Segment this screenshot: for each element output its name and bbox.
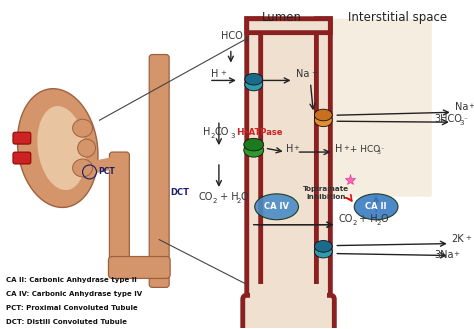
Text: Na: Na [295, 69, 309, 79]
Text: Interstitial space: Interstitial space [348, 11, 447, 24]
Text: Na: Na [455, 102, 468, 112]
FancyBboxPatch shape [109, 152, 129, 267]
Text: +: + [465, 235, 472, 240]
Text: + HCO: + HCO [347, 145, 381, 154]
FancyBboxPatch shape [328, 19, 432, 197]
Text: +: + [243, 129, 248, 134]
Text: 2K: 2K [452, 234, 465, 243]
Text: H: H [335, 144, 343, 154]
Text: CO: CO [338, 214, 353, 224]
Text: DCT: DCT [170, 188, 189, 197]
Text: ⁻: ⁻ [380, 148, 383, 153]
Text: Topiramate
Inhibition: Topiramate Inhibition [303, 186, 349, 200]
Text: + H: + H [217, 192, 238, 202]
Ellipse shape [314, 245, 332, 258]
Text: H: H [285, 144, 293, 154]
Text: 2: 2 [376, 220, 381, 226]
Ellipse shape [18, 89, 98, 208]
Text: CO: CO [215, 127, 229, 137]
FancyBboxPatch shape [247, 19, 261, 299]
Text: 3: 3 [244, 37, 248, 43]
Ellipse shape [314, 240, 332, 252]
Ellipse shape [245, 73, 263, 85]
Text: H: H [211, 69, 219, 79]
Text: CA II: Carbonic Anhydrase type II: CA II: Carbonic Anhydrase type II [6, 277, 137, 283]
Text: 3: 3 [376, 150, 380, 155]
Ellipse shape [314, 109, 332, 121]
Ellipse shape [245, 78, 263, 91]
Text: CA IV: CA IV [264, 202, 289, 211]
Text: Lumen: Lumen [262, 11, 301, 24]
Bar [250, 284, 328, 304]
Text: +: + [220, 70, 226, 76]
Text: PCT: Proximal Convoluted Tubule: PCT: Proximal Convoluted Tubule [6, 305, 138, 311]
Bar [261, 19, 317, 290]
Text: 3: 3 [231, 133, 235, 139]
Text: HCO: HCO [221, 31, 243, 41]
Text: CO: CO [199, 192, 213, 202]
Text: H: H [236, 128, 244, 137]
Ellipse shape [354, 194, 398, 220]
FancyBboxPatch shape [109, 257, 170, 278]
Text: +: + [343, 145, 349, 151]
Text: 2: 2 [237, 198, 241, 204]
Text: 2: 2 [352, 220, 356, 226]
Text: H: H [203, 127, 210, 137]
Text: +: + [311, 70, 317, 76]
FancyBboxPatch shape [317, 19, 330, 299]
Text: 3: 3 [460, 120, 464, 126]
Text: +: + [454, 251, 460, 257]
FancyBboxPatch shape [149, 55, 169, 287]
Text: CA IV: Carbonic Anhydrase type IV: CA IV: Carbonic Anhydrase type IV [6, 291, 142, 297]
Text: O: O [380, 214, 388, 224]
Text: CA II: CA II [365, 202, 387, 211]
Ellipse shape [37, 106, 86, 190]
Text: ⁻: ⁻ [464, 117, 467, 123]
FancyBboxPatch shape [243, 295, 334, 329]
Text: PCT: PCT [99, 167, 115, 176]
Ellipse shape [73, 159, 92, 177]
Ellipse shape [255, 194, 299, 220]
FancyBboxPatch shape [13, 152, 31, 164]
Text: 3Na: 3Na [435, 249, 454, 260]
Text: -ATPase: -ATPase [246, 128, 283, 137]
Text: +: + [293, 145, 300, 151]
Ellipse shape [314, 114, 332, 127]
Text: O: O [241, 192, 248, 202]
Ellipse shape [73, 119, 92, 137]
Ellipse shape [78, 139, 96, 157]
Text: DCT: Distill Convoluted Tubule: DCT: Distill Convoluted Tubule [6, 319, 127, 325]
Text: +: + [469, 103, 474, 109]
Text: + H: + H [356, 214, 378, 224]
Text: ⁻: ⁻ [248, 34, 252, 39]
Text: 3HCO: 3HCO [435, 114, 463, 124]
FancyBboxPatch shape [247, 19, 330, 33]
Ellipse shape [244, 138, 264, 151]
Text: 2: 2 [213, 198, 217, 204]
Ellipse shape [244, 143, 264, 157]
Text: 2: 2 [211, 133, 215, 139]
FancyBboxPatch shape [13, 132, 31, 144]
